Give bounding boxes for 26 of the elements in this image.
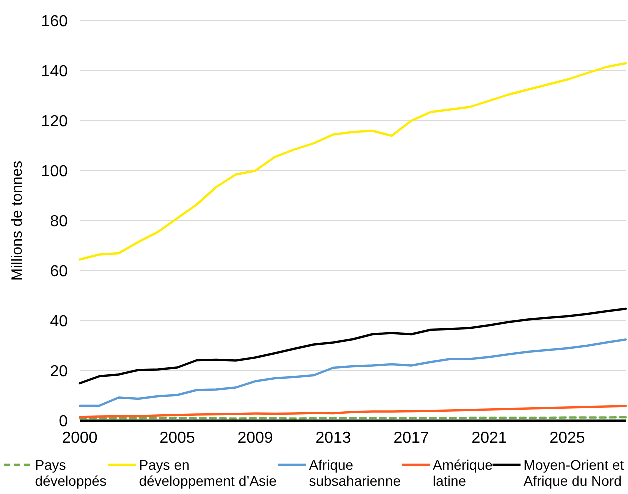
x-tick-label: 2025 [550,430,586,447]
y-tick-label: 100 [41,164,68,181]
x-tick-label: 2009 [238,430,274,447]
legend-label: Pays développés [35,457,107,489]
y-tick-label: 120 [41,114,68,131]
y-tick-label: 0 [59,414,68,431]
y-tick-label: 60 [50,264,68,281]
y-axis-title: Millions de tonnes [9,160,26,282]
y-tick-label: 20 [50,364,68,381]
y-tick-label: 80 [50,214,68,231]
x-tick-label: 2013 [316,430,352,447]
y-tick-label: 160 [41,14,68,31]
line-series [78,62,628,261]
line-series [78,405,628,418]
legend-label: Afrique subsaharienne [309,457,402,489]
legend-label: Moyen-Orient et Afrique du Nord [524,457,624,489]
x-tick-label: 2005 [160,430,196,447]
x-tick-label: 2017 [394,430,430,447]
legend-label: Amérique latine [433,457,494,489]
line-series [78,308,628,385]
x-tick-label: 2000 [62,430,98,447]
x-tick-label: 2021 [472,430,508,447]
y-tick-label: 140 [41,64,68,81]
legend-label: Pays en développement d’Asie [139,457,278,489]
line-series [78,338,628,408]
y-tick-label: 40 [50,314,68,331]
